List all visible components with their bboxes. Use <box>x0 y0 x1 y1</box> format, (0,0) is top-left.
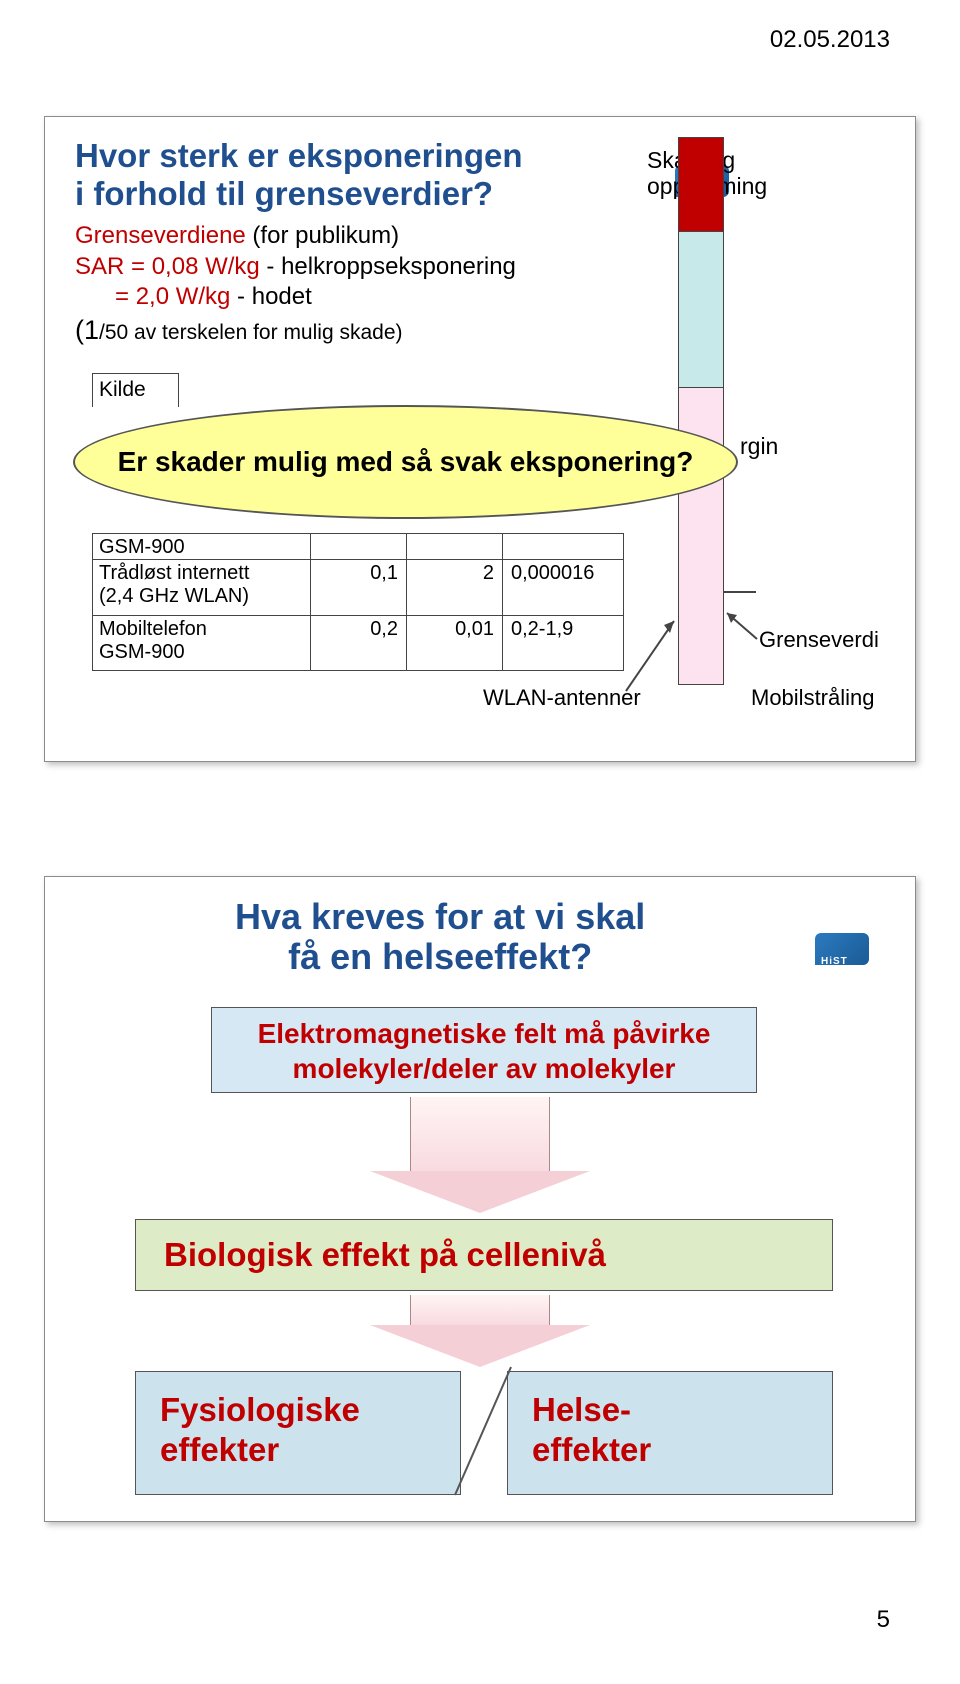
wlan-label: Trådløst internett (2,4 GHz WLAN) <box>93 560 311 615</box>
arrow-1 <box>370 1097 590 1213</box>
page-number: 5 <box>877 1606 890 1634</box>
sar-1a: SAR = 0,08 W/kg <box>75 253 266 280</box>
mobil-l1: Mobiltelefon <box>99 618 207 640</box>
gsm900-c3 <box>407 534 503 559</box>
slide2-title: Hva kreves for at vi skal få en helseeff… <box>235 897 645 976</box>
gsm900-c4 <box>503 534 624 559</box>
box-fysiologiske: Fysiologiske effekter <box>135 1371 461 1495</box>
gsm900-label: GSM-900 <box>93 534 311 559</box>
terskel-b: /50 av terskelen for mulig skade) <box>99 321 402 344</box>
kilde-cell: Kilde <box>92 373 179 407</box>
mobil-c2: 0,2 <box>311 616 407 670</box>
wlan-l1: Trådløst internett <box>99 562 249 584</box>
slide-2: Hva kreves for at vi skal få en helseeff… <box>44 876 916 1522</box>
title-line1: Hvor sterk er eksponeringen <box>75 137 523 174</box>
question-ellipse: Er skader mulig med så svak eksponering? <box>73 405 738 519</box>
terskel-a: (1 <box>75 315 99 345</box>
em-a: Elektromagnetiske felt må påvirke <box>258 1018 711 1049</box>
sar-1b: - helkroppseksponering <box>266 253 515 280</box>
split-slash <box>449 1361 519 1501</box>
fys-b: effekter <box>160 1431 279 1468</box>
title-line2: i forhold til grenseverdier? <box>75 175 493 212</box>
sar-2b: - hodet <box>230 283 311 310</box>
wlan-arrow <box>620 615 680 693</box>
mobil-c4: 0,2-1,9 <box>503 616 624 670</box>
sar-2a: = 2,0 W/kg <box>75 283 230 310</box>
vbar-red <box>678 137 724 231</box>
date-header: 02.05.2013 <box>770 26 890 54</box>
grense-rest: (for publikum) <box>246 222 399 249</box>
mobil-c3: 0,01 <box>407 616 503 670</box>
rgin-fragment: rgin <box>740 433 778 460</box>
grenseverdi-tick <box>724 591 756 611</box>
box-helse: Helse- effekter <box>507 1371 833 1495</box>
wlan-c2: 0,1 <box>311 560 407 615</box>
slide-1: Hvor sterk er eksponeringen i forhold ti… <box>44 116 916 762</box>
helse-a: Helse- <box>532 1391 631 1428</box>
mobil-l2: GSM-900 <box>99 641 185 663</box>
mobilstraling-label: Mobilstråling <box>751 685 875 711</box>
slide1-title: Hvor sterk er eksponeringen i forhold ti… <box>75 137 523 213</box>
table-row-gsm900: GSM-900 <box>92 533 624 559</box>
gsm900-c2 <box>311 534 407 559</box>
em-b: molekyler/deler av molekyler <box>293 1053 676 1084</box>
s2-title-a: Hva kreves for at vi skal <box>235 896 645 937</box>
ellipse-text: Er skader mulig med så svak eksponering? <box>118 446 694 478</box>
wlan-c3: 2 <box>407 560 503 615</box>
table-row-mobil: Mobiltelefon GSM-900 0,2 0,01 0,2-1,9 <box>92 615 624 671</box>
grenseverdi-label: Grenseverdi <box>759 627 879 653</box>
hist-logo-2: HiST <box>815 933 885 983</box>
grenseverdiene-block: Grenseverdiene (for publikum) SAR = 0,08… <box>75 221 516 348</box>
wlan-c4: 0,000016 <box>503 560 624 615</box>
table-row-wlan: Trådløst internett (2,4 GHz WLAN) 0,1 2 … <box>92 559 624 615</box>
wlan-antenner-label: WLAN-antenner <box>483 685 641 711</box>
helse-b: effekter <box>532 1431 651 1468</box>
wlan-l2: (2,4 GHz WLAN) <box>99 585 249 607</box>
fys-a: Fysiologiske <box>160 1391 360 1428</box>
grenseverdi-arrow <box>721 609 761 643</box>
vbar-cyan <box>678 231 724 387</box>
mobil-label: Mobiltelefon GSM-900 <box>93 616 311 670</box>
s2-title-b: få en helseeffekt? <box>288 936 592 977</box>
box-biologisk: Biologisk effekt på cellenivå <box>135 1219 833 1291</box>
box-electromagnetic: Elektromagnetiske felt må påvirke moleky… <box>211 1007 757 1093</box>
grense-label: Grenseverdiene <box>75 222 246 249</box>
arrow-2 <box>370 1295 590 1367</box>
